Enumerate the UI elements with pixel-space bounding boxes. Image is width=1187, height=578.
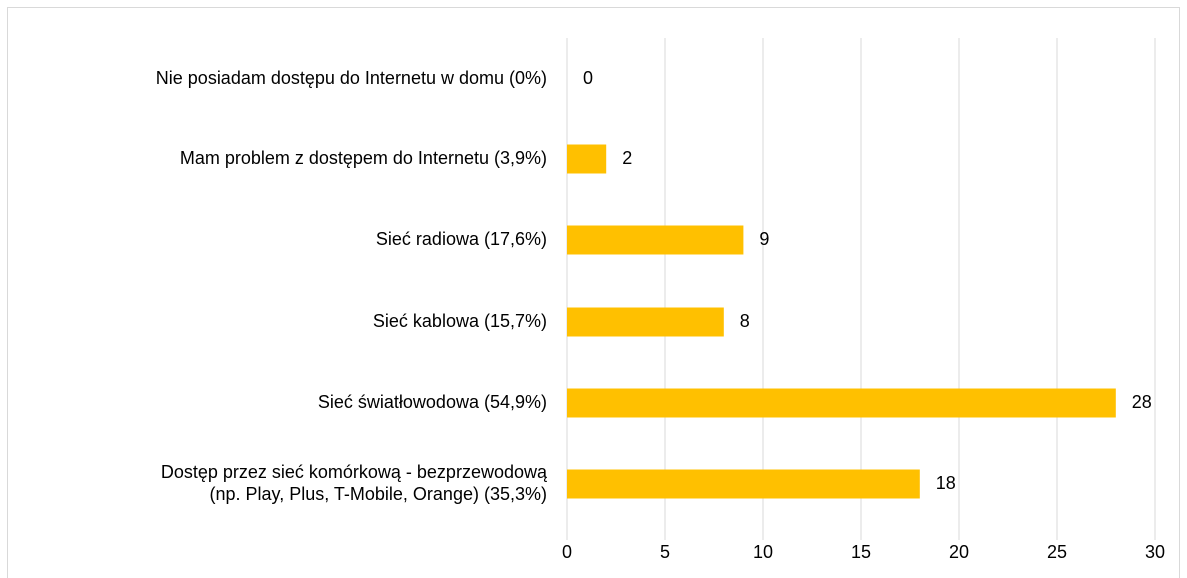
chart-frame [7,7,1180,578]
x-tick-label: 5 [660,542,670,562]
x-tick-label: 20 [949,542,969,562]
bar [567,225,744,255]
x-tick-label: 15 [851,542,871,562]
bar [567,469,920,499]
y-tick-label: Sieć radiowa (17,6%) [376,229,547,249]
x-tick-label: 10 [753,542,773,562]
data-label: 0 [583,68,593,88]
y-tick-label: Sieć światłowodowa (54,9%) [318,392,547,412]
y-tick-label: (np. Play, Plus, T-Mobile, Orange) (35,3… [210,484,547,504]
bar [567,388,1116,418]
data-label: 18 [936,473,956,493]
data-label: 2 [622,148,632,168]
x-tick-label: 0 [562,542,572,562]
y-tick-label: Sieć kablowa (15,7%) [373,311,547,331]
bar [567,307,724,337]
data-label: 8 [740,311,750,331]
y-tick-label: Mam problem z dostępem do Internetu (3,9… [180,148,547,168]
data-label: 9 [759,229,769,249]
y-tick-label: Dostęp przez sieć komórkową - bezprzewod… [161,462,548,482]
bar [567,144,607,174]
data-label: 28 [1132,392,1152,412]
x-tick-label: 30 [1145,542,1165,562]
x-tick-label: 25 [1047,542,1067,562]
y-tick-label: Nie posiadam dostępu do Internetu w domu… [156,68,547,88]
